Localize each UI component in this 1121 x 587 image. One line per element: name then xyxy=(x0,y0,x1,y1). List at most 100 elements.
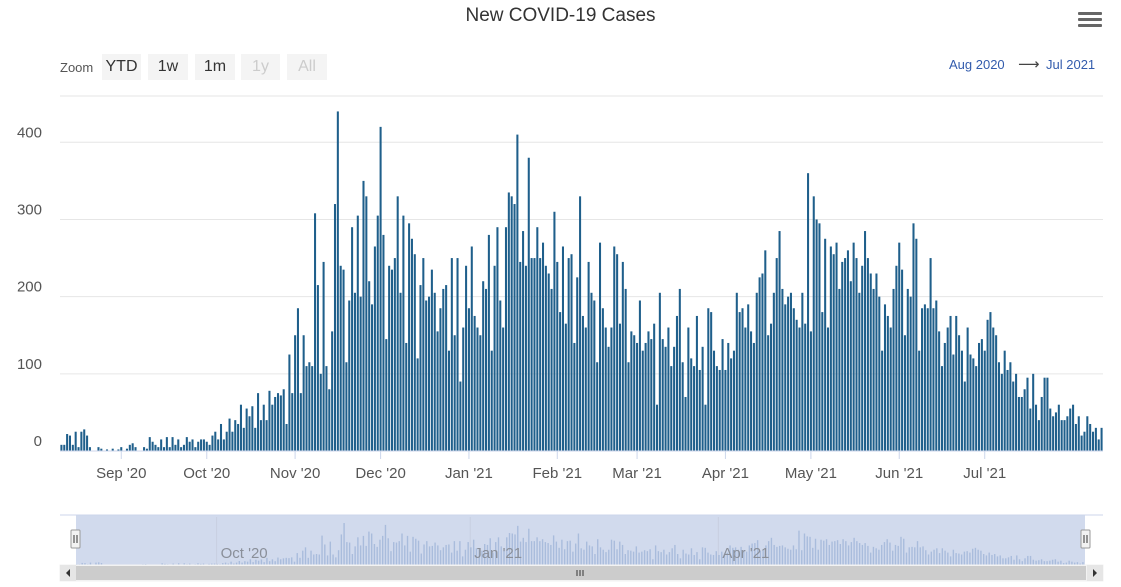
navigator-bar xyxy=(412,536,414,565)
navigator-bar xyxy=(591,546,593,565)
bar xyxy=(798,327,801,451)
navigator-bar xyxy=(222,563,224,565)
bar xyxy=(787,296,790,451)
navigator-bar xyxy=(346,542,348,565)
navigator-bar xyxy=(641,551,643,565)
navigator-bar xyxy=(671,548,673,565)
navigator-bar xyxy=(988,552,990,565)
navigator-bar xyxy=(900,536,902,565)
bar xyxy=(695,315,698,451)
bar xyxy=(735,292,738,451)
bar xyxy=(812,196,815,451)
navigator-bar xyxy=(834,541,836,565)
range-from-input[interactable]: Aug 2020 xyxy=(949,57,1005,72)
navigator-bar xyxy=(577,533,580,565)
scrollbar-thumb[interactable] xyxy=(76,566,1086,580)
bar xyxy=(898,242,901,451)
navigator-bar xyxy=(770,537,773,565)
bar xyxy=(419,285,422,451)
bar xyxy=(849,281,852,451)
navigator-bar xyxy=(721,551,723,565)
bar xyxy=(821,312,824,451)
bar xyxy=(918,350,921,451)
bar xyxy=(926,308,929,451)
navigator-bar xyxy=(638,552,640,565)
navigator-bar xyxy=(1057,561,1059,565)
bar xyxy=(1006,369,1009,451)
navigator-bar xyxy=(657,551,660,565)
bar xyxy=(237,423,240,451)
bar xyxy=(641,350,644,451)
navigator-bar xyxy=(767,541,770,565)
bar xyxy=(818,223,821,451)
bar xyxy=(678,288,681,451)
bar xyxy=(1023,389,1026,451)
bar xyxy=(724,369,727,451)
zoom-1w-button[interactable]: 1w xyxy=(148,54,188,80)
bar xyxy=(1057,404,1060,451)
bar xyxy=(182,444,185,451)
navigator-bar xyxy=(1007,557,1010,565)
bar xyxy=(955,315,958,451)
range-to-input[interactable]: Jul 2021 xyxy=(1046,57,1096,72)
navigator-bar xyxy=(235,562,238,565)
zoom-all-button[interactable]: All xyxy=(287,54,327,80)
navigator-bar xyxy=(302,550,304,565)
bar xyxy=(197,441,200,451)
hamburger-menu-icon[interactable] xyxy=(1078,10,1102,30)
navigator-bar xyxy=(966,551,968,565)
navigator-handle-left[interactable] xyxy=(70,529,81,549)
bar xyxy=(832,254,835,451)
bar xyxy=(442,288,445,451)
navigator-bar xyxy=(665,554,668,565)
bar xyxy=(117,449,120,451)
zoom-1m-button[interactable]: 1m xyxy=(195,54,235,80)
zoom-1y-button[interactable]: 1y xyxy=(241,54,280,80)
range-arrow: ⟶ xyxy=(1018,56,1040,73)
bar xyxy=(721,339,724,451)
bar xyxy=(348,300,351,451)
bar xyxy=(282,389,285,451)
bar xyxy=(316,285,319,451)
navigator-mask[interactable] xyxy=(76,515,1085,565)
bar xyxy=(145,448,148,451)
navigator-bar xyxy=(1038,560,1040,565)
navigator-bar xyxy=(693,554,695,565)
bar xyxy=(259,420,262,451)
bar xyxy=(647,331,650,451)
bar xyxy=(826,327,830,451)
navigator-bar xyxy=(627,550,629,565)
bar xyxy=(1083,431,1086,451)
navigator-bar xyxy=(503,549,505,565)
navigator-bar xyxy=(941,548,944,565)
navigator-bar xyxy=(845,541,847,565)
navigator-bar xyxy=(632,551,635,565)
navigator-bar xyxy=(960,554,963,565)
bar xyxy=(416,358,419,451)
navigator-handle-right[interactable] xyxy=(1080,529,1091,549)
navigator-bar xyxy=(423,544,425,565)
zoom-ytd-button[interactable]: YTD xyxy=(102,54,141,80)
bar xyxy=(214,431,217,451)
bar xyxy=(487,234,490,451)
navigator-bar xyxy=(801,550,803,565)
bar xyxy=(747,304,750,451)
navigator-bar xyxy=(481,550,483,565)
bar xyxy=(835,242,838,451)
bar xyxy=(544,265,547,451)
navigator-bar xyxy=(927,554,930,565)
navigator[interactable]: Oct '20 Jan '21 Apr '21 xyxy=(60,514,1103,565)
navigator-bar xyxy=(817,549,819,565)
navigator-bar xyxy=(213,563,216,565)
bar xyxy=(1097,439,1100,451)
navigator-bar xyxy=(459,541,461,565)
bar xyxy=(550,288,553,451)
bar xyxy=(750,331,753,451)
navigator-bar xyxy=(1068,560,1070,565)
bar xyxy=(1063,420,1066,451)
scrollbar[interactable] xyxy=(59,564,1104,582)
bar xyxy=(88,447,91,451)
navigator-bar xyxy=(894,544,897,565)
navigator-bar xyxy=(486,544,489,565)
bar xyxy=(989,312,992,451)
